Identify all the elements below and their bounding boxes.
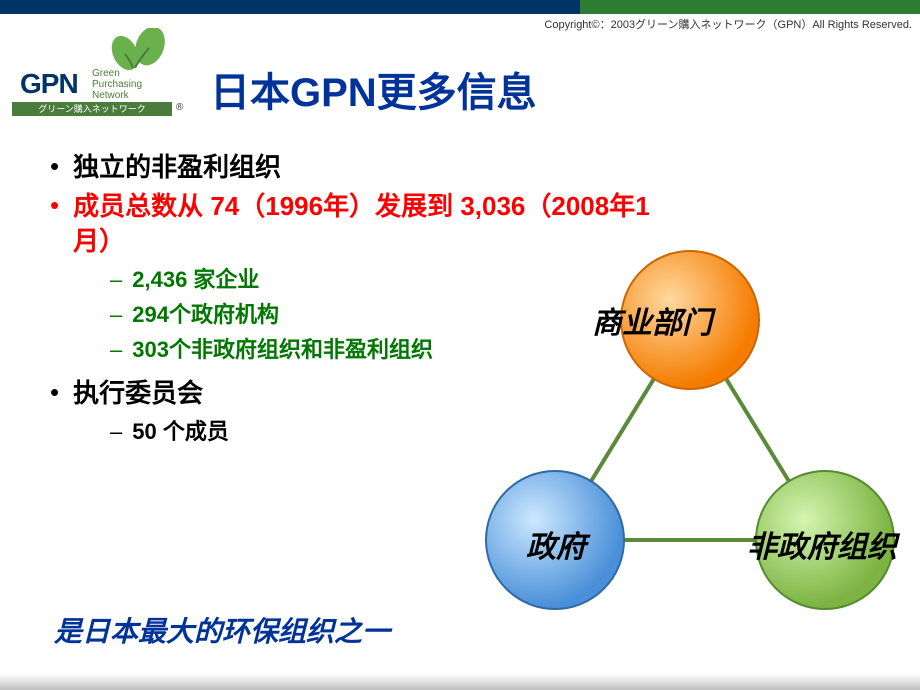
logo-sub-line: Network (92, 90, 142, 101)
logo-main-text: GPN (20, 68, 78, 100)
copyright-text: Copyright©：2003グリーン購入ネットワーク（GPN）All Righ… (544, 16, 912, 32)
bullet-text: 执行委员会 (73, 376, 203, 411)
footer-text: 是日本最大的环保组织之一 (54, 610, 390, 650)
page-title: 日本GPN更多信息 (210, 60, 537, 118)
bottom-shadow (0, 674, 920, 690)
sub-text: 2,436 家企业 (132, 263, 259, 296)
bullet-text: 独立的非盈利组织 (73, 150, 281, 185)
logo-sub-line: Green (92, 68, 142, 79)
triangle-diagram: 商业部门 政府 非政府组织 (440, 250, 910, 620)
registered-mark: ® (176, 102, 183, 113)
top-bar-right (580, 0, 920, 14)
bullet-marker: • (50, 150, 59, 184)
sub-marker: – (110, 415, 122, 448)
bullet-marker: • (50, 189, 59, 223)
logo-sub-line: Purchasing (92, 79, 142, 90)
sub-text: 294个政府机构 (132, 298, 279, 331)
node-label-business: 商业部门 (592, 298, 712, 342)
bullet-text: 成员总数从 74（1996年）发展到 3,036（2008年1月） (73, 189, 650, 259)
top-bar-left (0, 0, 580, 14)
sub-marker: – (110, 263, 122, 296)
node-label-gov: 政府 (526, 522, 586, 566)
sub-marker: – (110, 333, 122, 366)
sub-text: 303个非政府组织和非盈利组织 (132, 333, 433, 366)
gpn-logo: GPN Green Purchasing Network グリーン購入ネットワー… (10, 40, 185, 110)
top-bar (0, 0, 920, 14)
node-label-ngo: 非政府组织 (747, 522, 897, 566)
leaf-icon (105, 28, 175, 73)
bullet-item: • 成员总数从 74（1996年）发展到 3,036（2008年1月） (50, 189, 650, 259)
bullet-marker: • (50, 376, 59, 410)
sub-text: 50 个成员 (132, 415, 229, 448)
bullet-item: • 独立的非盈利组织 (50, 150, 650, 185)
logo-sub-text: Green Purchasing Network (92, 68, 142, 101)
logo-banner: グリーン購入ネットワーク (12, 102, 172, 116)
sub-marker: – (110, 298, 122, 331)
